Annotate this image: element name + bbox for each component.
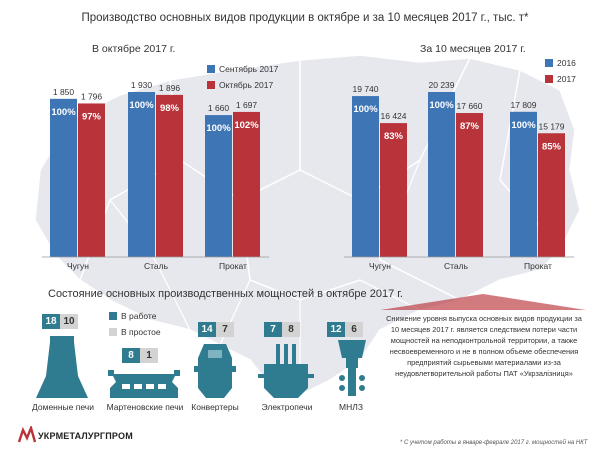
bar-pct-label: 97% <box>82 111 102 122</box>
converter-icon <box>194 344 236 398</box>
footnote: * С учетом работы в январе-феврале 2017 … <box>400 440 588 446</box>
bar-pct-label: 100% <box>511 120 536 131</box>
legend-label: Сентябрь 2017 <box>219 64 279 74</box>
legend-swatch-teal <box>109 312 117 320</box>
legend-swatch-blue <box>207 65 215 73</box>
category-tick-label: Прокат <box>219 261 247 271</box>
electric-furnace-icon <box>258 344 314 398</box>
legend-swatch-red <box>545 75 553 83</box>
category-tick-label: Сталь <box>444 261 469 271</box>
bar-1-1-0 <box>428 92 455 257</box>
bar-value-label: 1 796 <box>81 91 103 101</box>
bar-1-0-1 <box>380 123 407 257</box>
idle-count: 7 <box>216 322 234 337</box>
idle-count: 10 <box>60 314 78 329</box>
legend-item-2017: 2017 <box>545 74 576 84</box>
bar-pct-label: 100% <box>129 100 154 111</box>
bar-0-0-0 <box>50 98 77 257</box>
legend-item-september: Сентябрь 2017 <box>207 64 278 74</box>
open-hearth-furnace-icon <box>108 370 180 398</box>
legend-swatch-gray <box>109 328 117 336</box>
bar-pct-label: 98% <box>160 103 180 114</box>
ccm-label: МНЛЗ <box>339 402 363 412</box>
page-title: Производство основных видов продукции в … <box>81 12 529 24</box>
category-tick-label: Чугун <box>369 261 391 271</box>
bar-pct-label: 100% <box>206 123 231 134</box>
bar-value-label: 15 179 <box>539 121 565 131</box>
capacity-title: Состояние основных производственных мощн… <box>48 288 403 300</box>
idle-count: 6 <box>345 322 363 337</box>
working-count: 7 <box>264 322 282 337</box>
legend-working: В работе <box>109 311 156 321</box>
legend-idle: В простое <box>109 327 161 337</box>
bar-value-label: 1 697 <box>236 100 258 110</box>
blast-furnace-counts: 18 10 <box>42 314 78 329</box>
right-chart-subtitle: За 10 месяцев 2017 г. <box>420 43 526 55</box>
bar-0-0-1 <box>78 103 105 257</box>
idle-count: 8 <box>282 322 300 337</box>
ccm-counts: 12 6 <box>327 322 363 337</box>
bar-value-label: 19 740 <box>353 84 379 94</box>
bar-value-label: 17 809 <box>511 100 537 110</box>
bar-pct-label: 100% <box>429 100 454 111</box>
bar-pct-label: 85% <box>542 141 562 152</box>
legend-swatch-blue <box>545 59 553 67</box>
bar-0-1-1 <box>156 94 183 257</box>
working-count: 12 <box>327 322 345 337</box>
bar-value-label: 17 660 <box>457 101 483 111</box>
working-count: 14 <box>198 322 216 337</box>
bar-0-1-0 <box>128 92 155 257</box>
bar-0-2-0 <box>205 115 232 257</box>
continuous-caster-icon <box>338 340 366 396</box>
bar-pct-label: 87% <box>460 121 480 132</box>
bar-0-2-1 <box>233 111 260 258</box>
bar-1-2-1 <box>538 133 565 257</box>
bar-pct-label: 100% <box>353 104 378 115</box>
converter-label: Конвертеры <box>191 402 239 412</box>
legend-item-2016: 2016 <box>545 58 576 68</box>
logo-icon <box>17 426 37 443</box>
bar-charts: 100% 1 850 97% 1 796 Чугун 100% 1 930 98% 1 896 С… <box>42 80 574 271</box>
legend-idle-label: В простое <box>121 327 161 337</box>
bar-value-label: 1 930 <box>131 80 153 90</box>
blast-furnace-icon <box>36 336 88 398</box>
legend-label: 2016 <box>557 58 576 68</box>
converter-counts: 14 7 <box>198 322 234 337</box>
legend-label: 2017 <box>557 74 576 84</box>
bar-1-2-0 <box>510 111 537 257</box>
category-tick-label: Сталь <box>144 261 169 271</box>
legend-swatch-red <box>207 81 215 89</box>
bar-pct-label: 83% <box>384 131 404 142</box>
bar-value-label: 1 896 <box>159 83 181 93</box>
bar-pct-label: 100% <box>51 107 76 118</box>
electric-furnace-counts: 7 8 <box>264 322 300 337</box>
legend-working-label: В работе <box>121 311 157 321</box>
bar-1-1-1 <box>456 113 483 257</box>
working-count: 8 <box>122 348 140 363</box>
legend-item-october: Октябрь 2017 <box>207 80 273 90</box>
electric-furnace-label: Электропечи <box>261 402 313 412</box>
left-chart-subtitle: В октябре 2017 г. <box>92 43 176 55</box>
bar-value-label: 1 660 <box>208 103 230 113</box>
bar-1-0-0 <box>352 96 379 257</box>
blast-furnace-label: Доменные печи <box>32 402 94 412</box>
bar-value-label: 20 239 <box>429 80 455 90</box>
legend-label: Октябрь 2017 <box>219 80 274 90</box>
category-tick-label: Прокат <box>524 261 552 271</box>
logo-text: УКРМЕТАЛУРГПРОМ <box>38 431 133 441</box>
open-hearth-label: Мартеновские печи <box>106 402 184 412</box>
working-count: 18 <box>42 314 60 329</box>
bar-pct-label: 102% <box>234 120 259 131</box>
note-pointer <box>380 294 586 310</box>
note-text: Снижение уровня выпуска основных видов п… <box>386 314 582 378</box>
bar-value-label: 16 424 <box>381 111 407 121</box>
open-hearth-counts: 8 1 <box>122 348 158 363</box>
category-tick-label: Чугун <box>67 261 89 271</box>
bar-value-label: 1 850 <box>53 87 75 97</box>
idle-count: 1 <box>140 348 158 363</box>
